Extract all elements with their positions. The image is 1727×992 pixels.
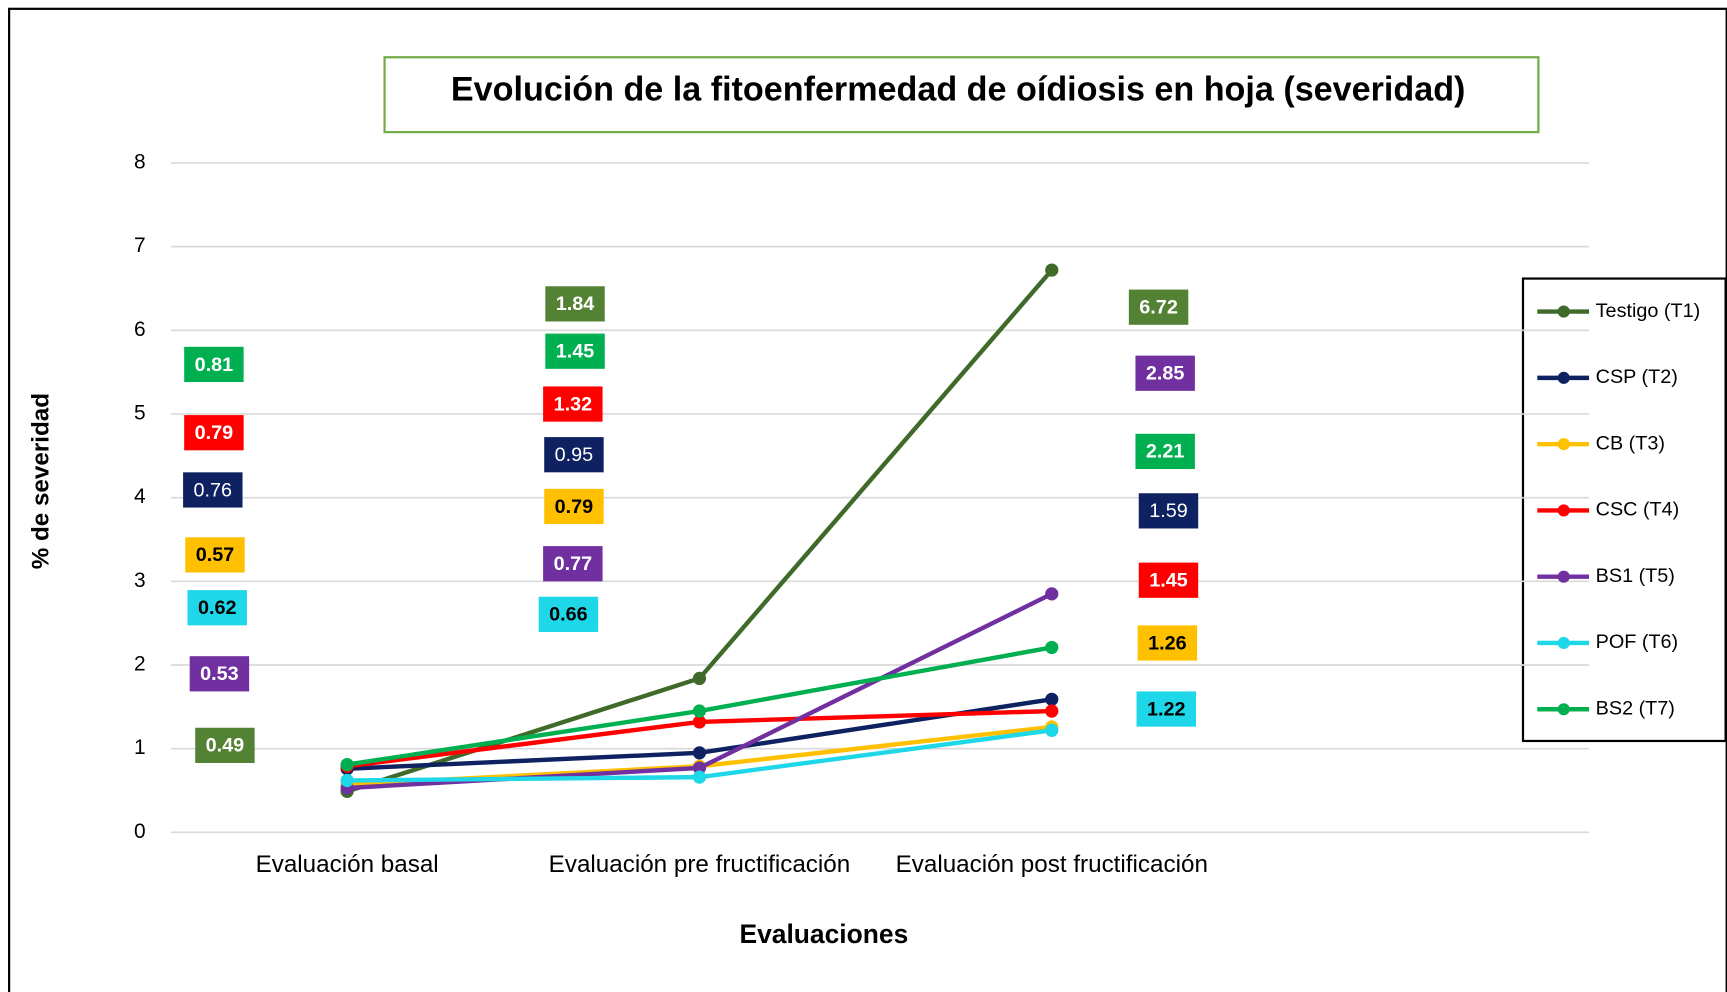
data-point — [340, 773, 354, 788]
data-label-box — [538, 596, 599, 632]
x-axis-label: Evaluaciones — [739, 919, 908, 949]
data-label: 1.45 — [1149, 570, 1188, 592]
legend-label: CB (T3) — [1596, 432, 1665, 454]
x-tick-label: Evaluación basal — [256, 851, 439, 878]
data-label: 0.81 — [195, 354, 234, 376]
data-label-box — [544, 488, 604, 525]
data-label-box — [187, 590, 247, 626]
data-label-box — [184, 415, 244, 451]
chart-border — [8, 7, 1727, 992]
data-label: 0.76 — [194, 479, 233, 501]
y-tick-label: 7 — [134, 234, 146, 257]
data-label-box — [1138, 493, 1199, 529]
data-point — [1045, 704, 1059, 718]
data-point — [1045, 723, 1059, 737]
legend-marker — [1557, 438, 1570, 451]
legend-label: POF (T6) — [1596, 631, 1678, 653]
data-label: 1.45 — [556, 341, 595, 363]
data-label: 0.77 — [554, 553, 593, 575]
data-label: 2.21 — [1146, 441, 1185, 463]
x-tick-label: Evaluación post fructificación — [896, 851, 1208, 878]
data-point — [692, 671, 707, 685]
y-tick-label: 6 — [134, 318, 146, 341]
data-point — [340, 757, 354, 772]
legend-label: Testigo (T1) — [1596, 300, 1701, 322]
y-tick-label: 1 — [134, 736, 146, 759]
data-label: 0.62 — [198, 597, 237, 619]
legend-label: CSC (T4) — [1596, 499, 1680, 521]
y-tick-label: 8 — [134, 150, 146, 173]
data-label-box — [1135, 433, 1195, 470]
data-label-box — [1135, 355, 1195, 391]
data-label: 0.95 — [555, 444, 594, 466]
legend-marker — [1557, 371, 1570, 384]
legend-marker — [1557, 570, 1570, 583]
data-label: 1.59 — [1149, 500, 1188, 522]
y-tick-label: 3 — [134, 569, 146, 592]
data-label: 0.79 — [195, 422, 234, 444]
data-label-box — [189, 656, 250, 692]
data-point — [1045, 587, 1059, 601]
data-label: 0.79 — [555, 496, 594, 518]
title-box — [383, 56, 1540, 134]
data-label: 0.66 — [549, 604, 588, 626]
data-label-box — [1136, 691, 1197, 727]
data-label: 6.72 — [1139, 297, 1178, 319]
data-label-box — [543, 386, 603, 422]
data-point — [692, 770, 707, 784]
legend-label: BS2 (T7) — [1596, 697, 1675, 719]
data-label-box — [184, 346, 244, 383]
x-tick-label: Evaluación pre fructificación — [549, 851, 851, 878]
y-tick-label: 2 — [134, 653, 146, 676]
data-label-box — [545, 286, 605, 322]
data-label: 1.84 — [556, 293, 595, 315]
data-label-box — [1137, 625, 1198, 661]
legend-label: CSP (T2) — [1596, 366, 1678, 388]
legend-label: BS1 (T5) — [1596, 565, 1675, 587]
data-label-box — [543, 546, 603, 582]
data-label: 1.22 — [1147, 698, 1186, 720]
data-label-box — [195, 727, 255, 763]
data-point — [692, 715, 707, 729]
data-label: 0.57 — [196, 544, 235, 566]
data-label: 0.49 — [206, 735, 245, 757]
legend-marker — [1557, 305, 1570, 318]
data-label: 1.26 — [1148, 632, 1187, 654]
data-label: 1.32 — [554, 393, 593, 415]
data-label-box — [544, 437, 604, 473]
y-tick-label: 5 — [134, 402, 146, 425]
data-label-box — [545, 333, 605, 369]
data-label-box — [185, 537, 245, 573]
data-point — [692, 704, 707, 718]
chart-title: Evolución de la fitoenfermedad de oídios… — [451, 70, 1466, 108]
y-tick-label: 4 — [134, 485, 146, 508]
y-axis-label: % de severidad — [28, 393, 55, 569]
legend-marker — [1557, 703, 1570, 716]
data-point — [1045, 640, 1059, 655]
y-tick-label: 0 — [134, 820, 146, 843]
data-label-box — [1138, 562, 1199, 598]
data-point — [1045, 263, 1059, 277]
legend-marker — [1557, 636, 1570, 650]
data-label-box — [183, 472, 243, 508]
data-point — [692, 746, 707, 760]
data-label-box — [1128, 289, 1189, 325]
data-point — [1045, 692, 1059, 706]
legend-marker — [1557, 504, 1570, 517]
data-label: 0.53 — [200, 663, 239, 685]
data-label: 2.85 — [1146, 363, 1185, 385]
